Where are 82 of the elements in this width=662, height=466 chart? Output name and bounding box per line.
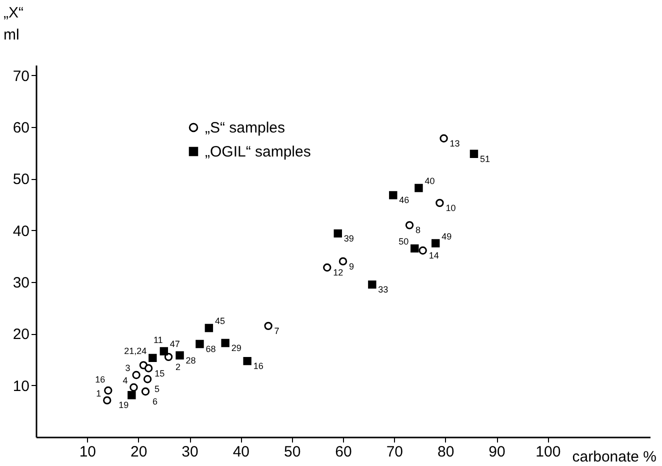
point [323,263,332,272]
annotation: 3 [125,363,130,373]
point [389,191,398,200]
point [132,370,140,380]
point [405,221,414,230]
point [221,338,230,348]
point [470,150,478,158]
annotation: 2 [176,362,181,372]
point [104,386,112,395]
legend-label: „OGIL“ samples [205,144,311,160]
x-tick-label: 30 [182,444,198,460]
y-tick-label: 70 [12,68,30,85]
point [440,134,448,142]
point [164,352,173,362]
annotation: 45 [214,316,225,326]
annotation: 46 [399,195,410,206]
annotation: 33 [378,284,388,295]
annotation: 4 [122,375,128,386]
x-tick-label: 90 [488,444,506,460]
point [143,375,152,384]
annotation: 49 [442,231,452,242]
annotation: 40 [424,176,435,186]
annotation: 11 [153,335,163,346]
x-tick-label: 60 [335,444,352,460]
point [418,246,427,255]
point [130,383,138,392]
point [103,396,112,404]
annotation: 1 [96,388,102,398]
x-tick-label: 20 [130,444,148,460]
annotation: 9 [349,261,354,272]
point [338,257,348,266]
annotation: 7 [274,326,280,336]
annotation: 8 [416,225,421,236]
annotation: 19 [118,400,129,410]
annotation: 16 [95,374,106,384]
point [243,356,252,366]
y-tick-label: 60 [12,120,30,136]
x-tick-label: 40 [232,444,250,460]
annotation: 50 [398,236,409,246]
x-tick-label: 10 [79,444,96,460]
point [176,351,184,360]
point [141,387,150,396]
point [368,280,376,289]
x-tick-label: 80 [437,444,454,460]
y-tick-label: 40 [12,222,30,240]
annotation: 15 [154,368,165,378]
annotation: 14 [428,250,439,260]
annotation: 6 [152,396,158,407]
annotation: 51 [480,154,490,164]
annotation: 16 [253,361,264,372]
point [160,347,168,356]
annotation: 29 [231,342,242,353]
annotation: 5 [154,384,160,394]
annotation: 68 [206,344,216,354]
point [264,322,272,330]
x-axis-title: carbonate % [572,448,656,466]
point [128,391,136,400]
point [432,239,440,248]
legend-label: „S“ samples [205,120,286,136]
point [334,229,342,238]
y-tick-label: 30 [12,274,30,292]
annotation: 28 [186,355,196,366]
annotation: 39 [344,233,354,244]
annotation: 10 [446,202,456,213]
y-tick-label: 50 [12,171,30,188]
x-tick-label: 50 [284,444,301,460]
y-tick-label: 10 [12,378,30,395]
point [196,340,204,348]
y-tick-label: 20 [12,326,30,344]
annotation: 47 [170,339,180,350]
annotation: 12 [333,268,344,278]
point [410,244,419,253]
x-tick-label: 100 [536,444,561,460]
point [204,324,214,332]
point [144,364,153,372]
annotation: 13 [450,138,460,148]
point [436,198,444,208]
point [148,354,157,362]
x-tick-label: 70 [386,444,404,460]
y-axis-title: „X“ ml [4,4,24,44]
point [414,184,423,192]
annotation: 21,24 [124,346,147,356]
